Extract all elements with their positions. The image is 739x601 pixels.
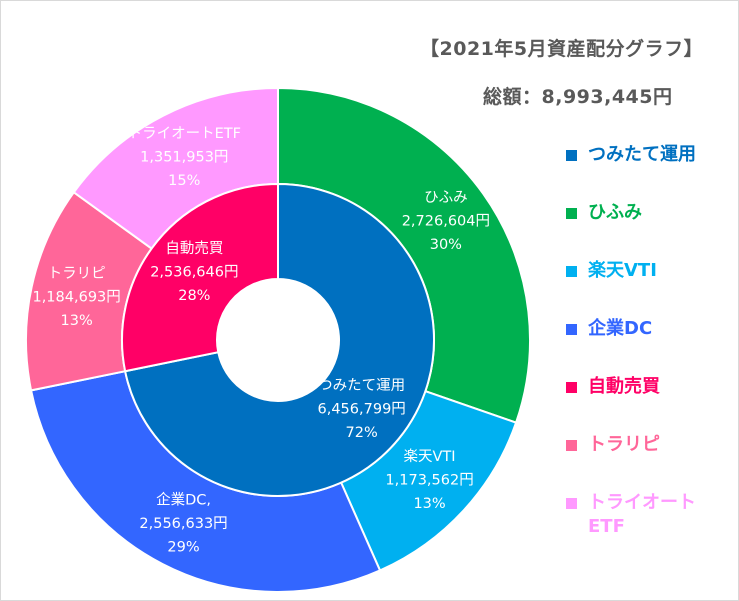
- legend-swatch: [566, 382, 577, 393]
- legend-label: 企業DC: [588, 318, 653, 339]
- legend-swatch: [566, 324, 577, 335]
- slice-label: つみたて運用 6,456,799円 72%: [318, 377, 406, 441]
- slice-label: トライオートETF 1,351,953円 15%: [128, 126, 241, 189]
- legend-label: トライオート ETF: [588, 492, 696, 537]
- legend-item: 自動売買: [566, 375, 736, 433]
- slice-label: ひふみ 2,726,604円 30%: [402, 190, 490, 253]
- slice: [121, 182, 279, 373]
- slice-label: 企業DC, 2,556,633円 29%: [139, 491, 227, 556]
- legend-label: 楽天VTI: [588, 260, 657, 281]
- legend-label: つみたて運用: [588, 144, 696, 165]
- legend-swatch: [566, 150, 577, 161]
- legend-swatch: [566, 266, 577, 277]
- slice: [123, 182, 435, 497]
- legend-item: 楽天VTI: [566, 259, 736, 317]
- slice-label: 楽天VTI 1,173,562円 13%: [385, 448, 473, 512]
- legend: つみたて運用 ひふみ 楽天VTI 企業DC 自動売買 トラリピ トライオート E…: [566, 143, 736, 549]
- legend-label: トラリピ: [588, 434, 660, 455]
- legend-item: ひふみ: [566, 201, 736, 259]
- chart-total: 総額：8,993,445円: [483, 86, 673, 108]
- slice-label: 自動売買 2,536,646円 28%: [150, 240, 238, 304]
- legend-swatch: [566, 440, 577, 451]
- legend-item: トラリピ: [566, 433, 736, 491]
- legend-item: 企業DC: [566, 317, 736, 375]
- legend-item: トライオート ETF: [566, 491, 736, 549]
- slice-label: トラリピ 1,184,693円 13%: [32, 265, 120, 329]
- legend-label: ひふみ: [588, 202, 642, 223]
- legend-label: 自動売買: [588, 376, 660, 397]
- legend-item: つみたて運用: [566, 143, 736, 201]
- legend-swatch: [566, 498, 577, 509]
- chart-title: 【2021年5月資産配分グラフ】: [420, 38, 704, 60]
- legend-swatch: [566, 208, 577, 219]
